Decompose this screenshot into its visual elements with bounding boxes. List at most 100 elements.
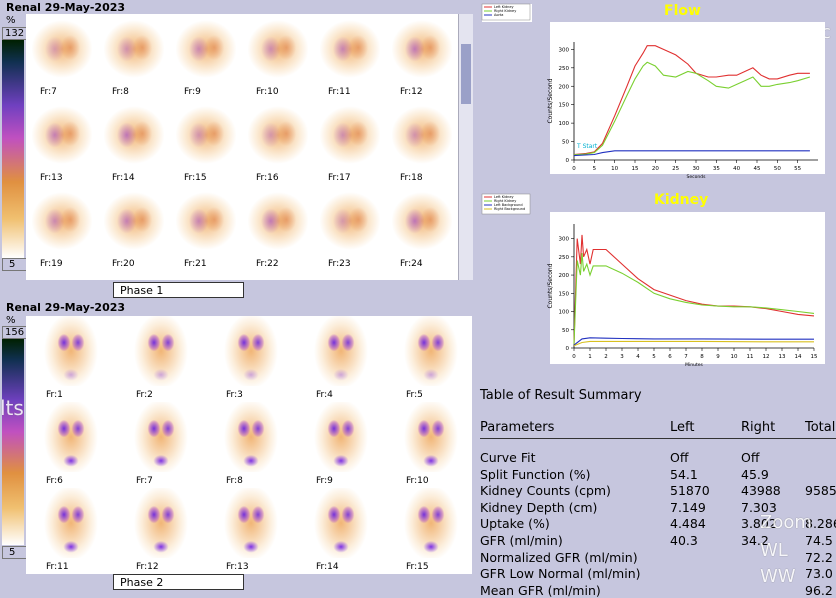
result-summary-table: Table of Result Summary Parameters Left … bbox=[480, 384, 836, 598]
scan-image bbox=[224, 402, 278, 472]
legend-label: Left Kidney bbox=[494, 5, 514, 9]
x-tick-label: 12 bbox=[763, 354, 770, 360]
x-tick-label: 45 bbox=[754, 166, 761, 172]
result-value: 51870 bbox=[670, 483, 710, 499]
result-value: 7.303 bbox=[741, 499, 777, 515]
y-tick-label: 300 bbox=[559, 47, 570, 53]
ghost-text-left: lts bbox=[0, 396, 24, 420]
scan-frame[interactable]: Fr:23 bbox=[314, 186, 386, 272]
scan-frame[interactable]: Fr:10 bbox=[242, 14, 314, 100]
legend-box bbox=[481, 193, 531, 215]
scan-image bbox=[104, 186, 164, 256]
result-parameter: Mean GFR (ml/min) bbox=[480, 582, 601, 598]
scan-image bbox=[176, 100, 236, 170]
kidney-chart-panel: Kidney 0 1 2 3 4 5 6 7 8 9 10 11 12 13 14 15 0 50 100 150 20… bbox=[480, 192, 833, 376]
x-tick-label: 14 bbox=[795, 354, 802, 360]
phase1-scrollbar[interactable] bbox=[458, 14, 473, 280]
frame-label: Fr:23 bbox=[328, 259, 351, 269]
frame-label: Fr:15 bbox=[406, 562, 429, 572]
scan-frame[interactable]: Fr:7 bbox=[26, 14, 98, 100]
scan-frame[interactable]: Fr:8 bbox=[98, 14, 170, 100]
scan-frame[interactable]: Fr:13 bbox=[206, 488, 296, 574]
scan-frame[interactable]: Fr:22 bbox=[242, 186, 314, 272]
scan-frame[interactable]: Fr:2 bbox=[116, 316, 206, 402]
y-axis-label: Counts/Second bbox=[547, 78, 554, 123]
x-tick-label: 5 bbox=[593, 166, 597, 172]
frame-label: Fr:21 bbox=[184, 259, 207, 269]
ghost-text-ww: WW bbox=[760, 566, 796, 587]
scan-frame[interactable]: Fr:11 bbox=[26, 488, 116, 574]
x-tick-label: 2 bbox=[604, 354, 608, 360]
scan-frame[interactable]: Fr:21 bbox=[170, 186, 242, 272]
result-value: 73.0 bbox=[805, 566, 833, 582]
result-parameter: Curve Fit bbox=[480, 450, 536, 465]
ghost-text-zoom: Zoom bbox=[760, 512, 812, 533]
frame-label: Fr:10 bbox=[406, 476, 429, 486]
scan-image bbox=[44, 488, 98, 558]
x-tick-label: 40 bbox=[733, 166, 740, 172]
frame-label: Fr:6 bbox=[46, 476, 63, 486]
scan-image bbox=[176, 186, 236, 256]
frame-label: Fr:11 bbox=[328, 87, 351, 97]
scan-image bbox=[134, 402, 188, 472]
frame-label: Fr:22 bbox=[256, 259, 279, 269]
scan-frame[interactable]: Fr:11 bbox=[314, 14, 386, 100]
y-tick-label: 0 bbox=[566, 158, 570, 164]
scan-frame[interactable]: Fr:20 bbox=[98, 186, 170, 272]
frame-label: Fr:11 bbox=[46, 562, 69, 572]
frame-label: Fr:9 bbox=[316, 476, 333, 486]
scan-frame[interactable]: Fr:6 bbox=[26, 402, 116, 488]
x-tick-label: 55 bbox=[794, 166, 801, 172]
scan-frame[interactable]: Fr:1 bbox=[26, 316, 116, 402]
series-line-right-kidney bbox=[573, 253, 815, 345]
scan-frame[interactable]: Fr:8 bbox=[206, 402, 296, 488]
scan-frame[interactable]: Fr:13 bbox=[26, 100, 98, 186]
phase1-title-bar bbox=[0, 0, 474, 14]
result-value: 74.5 bbox=[805, 533, 833, 548]
result-value: 9585 bbox=[805, 483, 836, 499]
phase2-panel: Renal 29-May-2023 % 156 5 Fr:1 Fr:2 Fr:3 Fr… bbox=[0, 300, 474, 591]
scan-frame[interactable]: Fr:12 bbox=[116, 488, 206, 574]
scan-frame[interactable]: Fr:14 bbox=[98, 100, 170, 186]
results-header-total: Total bbox=[805, 420, 836, 435]
scan-frame[interactable]: Fr:18 bbox=[386, 100, 458, 186]
result-parameter: Split Function (%) bbox=[480, 466, 591, 482]
result-value: 8.286 bbox=[805, 516, 836, 532]
scan-frame[interactable]: Fr:16 bbox=[242, 100, 314, 186]
phase1-scroll-thumb[interactable] bbox=[461, 44, 471, 104]
scan-frame[interactable]: Fr:5 bbox=[386, 316, 476, 402]
scan-frame[interactable]: Fr:24 bbox=[386, 186, 458, 272]
scan-image bbox=[224, 488, 278, 558]
scan-frame[interactable]: Fr:4 bbox=[296, 316, 386, 402]
scan-image bbox=[314, 316, 368, 386]
x-tick-label: 3 bbox=[620, 354, 624, 360]
scan-frame[interactable]: Fr:19 bbox=[26, 186, 98, 272]
scan-frame[interactable]: Fr:10 bbox=[386, 402, 476, 488]
scan-frame[interactable]: Fr:3 bbox=[206, 316, 296, 402]
x-tick-label: 9 bbox=[716, 354, 720, 360]
frame-label: Fr:5 bbox=[406, 390, 423, 400]
scan-frame[interactable]: Fr:9 bbox=[170, 14, 242, 100]
result-value: 43988 bbox=[741, 483, 781, 499]
x-axis-label: Minutes bbox=[685, 362, 703, 368]
scan-frame[interactable]: Fr:15 bbox=[170, 100, 242, 186]
result-value: 40.3 bbox=[670, 533, 698, 548]
scan-frame[interactable]: Fr:14 bbox=[296, 488, 386, 574]
result-parameter: Normalized GFR (ml/min) bbox=[480, 549, 638, 565]
scan-frame[interactable]: Fr:9 bbox=[296, 402, 386, 488]
result-parameter: GFR Low Normal (ml/min) bbox=[480, 566, 641, 582]
x-tick-label: 11 bbox=[747, 354, 754, 360]
series-line-left-background bbox=[573, 337, 814, 346]
series-line-aorta bbox=[573, 150, 810, 157]
frame-label: Fr:12 bbox=[400, 87, 423, 97]
y-tick-label: 200 bbox=[559, 273, 570, 279]
scan-frame[interactable]: Fr:15 bbox=[386, 488, 476, 574]
kidney-chart-title: Kidney bbox=[654, 192, 709, 208]
scan-frame[interactable]: Fr:12 bbox=[386, 14, 458, 100]
results-header-divider bbox=[480, 438, 836, 439]
x-tick-label: 6 bbox=[668, 354, 672, 360]
scan-frame[interactable]: Fr:17 bbox=[314, 100, 386, 186]
legend-label: Right Background bbox=[494, 207, 525, 211]
frame-label: Fr:8 bbox=[226, 476, 243, 486]
scan-frame[interactable]: Fr:7 bbox=[116, 402, 206, 488]
